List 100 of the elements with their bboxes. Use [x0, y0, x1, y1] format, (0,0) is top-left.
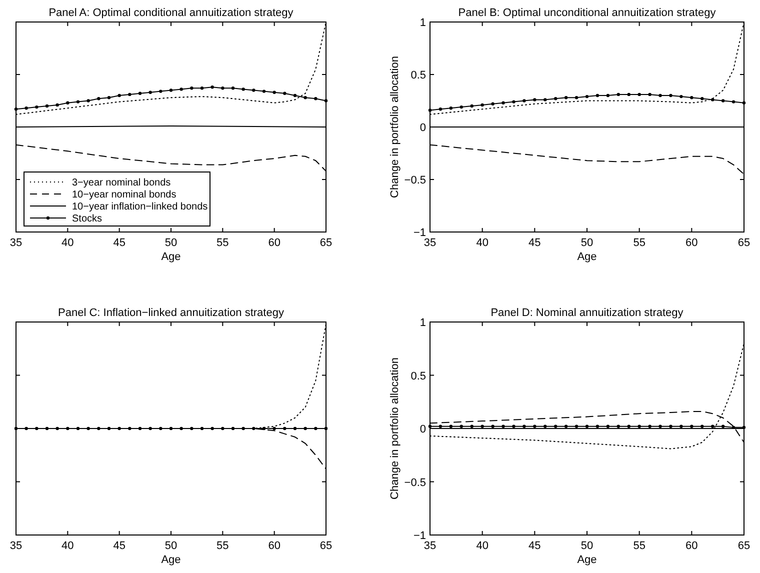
x-tick-label: 60: [268, 237, 280, 249]
y-axis-title: Change in portfolio allocation: [389, 56, 401, 198]
point: [169, 88, 173, 92]
point: [564, 96, 568, 100]
point: [470, 104, 474, 108]
point: [700, 97, 704, 100]
y-tick-label: −1: [413, 530, 426, 542]
point: [596, 94, 600, 98]
point: [97, 97, 100, 100]
point: [648, 92, 652, 96]
x-tick-label: 35: [10, 540, 22, 552]
legend-label: Stocks: [72, 214, 102, 224]
x-tick-label: 55: [633, 237, 646, 249]
point: [522, 99, 526, 102]
x-tick-label: 35: [424, 540, 436, 552]
point: [480, 103, 484, 107]
x-tick-label: 40: [476, 540, 488, 552]
x-tick-label: 60: [686, 540, 698, 552]
point: [658, 94, 662, 98]
point: [118, 94, 121, 98]
x-tick-label: 55: [216, 540, 229, 552]
point: [616, 92, 620, 96]
x-tick-label: 40: [476, 237, 488, 249]
x-tick-label: 50: [580, 540, 594, 552]
point: [732, 100, 736, 104]
chart-title: Panel D: Nominal annuitization strategy: [490, 307, 684, 319]
point: [669, 94, 672, 98]
x-axis-title: Age: [577, 251, 597, 263]
point: [272, 90, 276, 94]
point: [449, 106, 453, 110]
point: [314, 97, 318, 100]
point: [554, 97, 558, 100]
y-tick-label: −0.5: [404, 174, 426, 186]
y-axis-title: Change in portfolio allocation: [389, 358, 401, 500]
point: [148, 90, 152, 94]
y-tick-label: −1: [413, 227, 426, 239]
point: [627, 92, 630, 96]
point: [438, 108, 442, 111]
point: [221, 86, 224, 90]
y-tick-label: −0.5: [404, 476, 426, 489]
point: [86, 99, 90, 102]
point: [283, 92, 286, 95]
x-tick-label: 65: [320, 540, 332, 552]
point: [200, 86, 204, 90]
point: [585, 94, 589, 98]
point: [45, 104, 49, 108]
y-tick-label: 0.5: [410, 370, 426, 382]
point: [533, 98, 536, 102]
x-tick-label: 65: [320, 237, 332, 249]
point: [512, 100, 516, 104]
point: [690, 96, 694, 100]
y-tick-label: 0: [420, 122, 426, 134]
point: [35, 105, 38, 109]
point: [460, 105, 463, 109]
x-tick-label: 60: [686, 237, 698, 249]
chart-title: Panel A: Optimal conditional annuitization strategy: [48, 7, 294, 19]
legend-label: 10−year inflation−linked bonds: [72, 202, 208, 212]
point: [159, 90, 162, 93]
point: [128, 92, 132, 96]
x-tick-label: 35: [10, 237, 22, 249]
point: [107, 96, 111, 100]
point: [711, 98, 714, 102]
point: [56, 103, 59, 107]
point: [180, 88, 183, 91]
x-tick-label: 65: [738, 540, 750, 552]
x-tick-label: 65: [738, 237, 750, 249]
x-tick-label: 45: [113, 540, 126, 552]
point: [242, 88, 245, 91]
x-tick-label: 55: [633, 540, 646, 552]
x-axis-title: Age: [161, 554, 181, 566]
chart-title: Panel C: Inflation−linked annuitization strategy: [58, 307, 284, 319]
x-tick-label: 60: [268, 540, 280, 552]
point: [491, 102, 494, 106]
x-tick-label: 40: [62, 540, 74, 552]
point: [680, 94, 683, 98]
y-tick-label: 1: [420, 317, 426, 329]
y-tick-label: 0: [420, 424, 426, 436]
point: [304, 96, 307, 100]
point: [721, 99, 725, 102]
x-tick-label: 35: [424, 237, 436, 249]
point: [544, 98, 547, 102]
point: [76, 100, 80, 104]
legend-label: 10−year nominal bonds: [72, 190, 176, 200]
chart-title: Panel B: Optimal unconditional annuitization strategy: [458, 7, 716, 19]
point: [293, 94, 297, 98]
point: [262, 90, 266, 93]
x-tick-label: 45: [113, 237, 126, 249]
point: [210, 86, 214, 89]
x-axis-title: Age: [161, 251, 181, 263]
point: [252, 88, 256, 92]
point: [502, 101, 505, 104]
point: [66, 101, 70, 104]
point: [638, 92, 641, 96]
x-tick-label: 50: [164, 237, 178, 249]
legend-label: 3−year nominal bonds: [72, 178, 171, 188]
point: [24, 106, 28, 110]
point: [138, 92, 142, 95]
x-tick-label: 45: [528, 237, 541, 249]
x-tick-label: 55: [216, 237, 229, 249]
x-tick-label: 50: [164, 540, 178, 552]
